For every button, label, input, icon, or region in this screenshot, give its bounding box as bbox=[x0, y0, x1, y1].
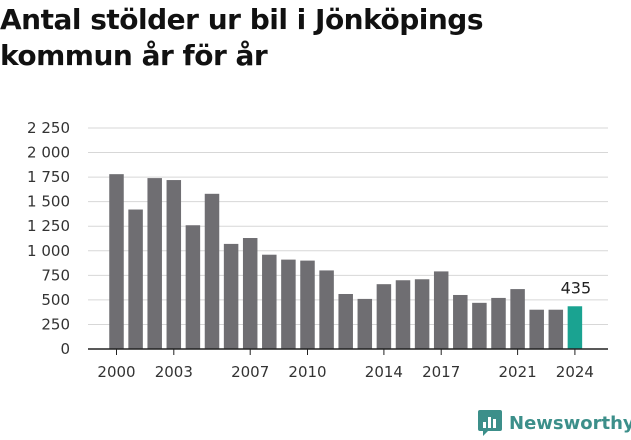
y-tick-label: 250 bbox=[41, 315, 70, 333]
bar-2014 bbox=[376, 284, 392, 349]
y-tick-label: 500 bbox=[41, 291, 70, 309]
bar-2019 bbox=[472, 302, 487, 349]
bar-2016 bbox=[414, 279, 430, 349]
bar-2023 bbox=[548, 309, 564, 349]
x-axis-tick-labels: 2000 2003 2007 2010 2014 2017 2021 2024 bbox=[97, 363, 594, 381]
data-label: 435 bbox=[561, 278, 592, 297]
brand-name: Newsworthy bbox=[509, 412, 631, 434]
newsworthy-logo: Newsworthy bbox=[477, 406, 631, 440]
y-tick-label: 2 000 bbox=[27, 144, 70, 162]
y-tick-label: 1 000 bbox=[27, 242, 70, 260]
bar-2007 bbox=[242, 238, 258, 349]
bar-2009 bbox=[281, 259, 296, 349]
bar-2011 bbox=[319, 270, 334, 349]
bar-2001 bbox=[128, 209, 143, 349]
x-tick-label: 2021 bbox=[499, 363, 537, 381]
y-tick-label: 0 bbox=[60, 340, 70, 358]
bar-2010 bbox=[300, 260, 315, 349]
bar-2018 bbox=[453, 294, 468, 349]
bar-2013 bbox=[357, 298, 373, 349]
x-tick-label: 2007 bbox=[231, 363, 269, 381]
y-tick-label: 1 750 bbox=[27, 168, 70, 186]
bar-2017 bbox=[433, 271, 449, 349]
bar-2015 bbox=[395, 280, 411, 349]
x-tick-label: 2017 bbox=[422, 363, 460, 381]
bar-2022 bbox=[529, 309, 544, 349]
bar-chart-logo-icon bbox=[478, 410, 502, 436]
bars bbox=[109, 174, 583, 349]
bar-2024 bbox=[567, 306, 583, 349]
y-axis-tick-labels: 0 250 500 750 1 000 1 250 1 500 1 750 2 000 2 250 bbox=[27, 119, 70, 358]
x-tick-label: 2024 bbox=[556, 363, 594, 381]
y-tick-label: 750 bbox=[41, 266, 70, 284]
chart-title: Antal stölder ur bil i Jönköpings kommun… bbox=[0, 3, 484, 72]
x-tick-label: 2014 bbox=[365, 363, 403, 381]
bar-2012 bbox=[338, 293, 353, 349]
bar-2008 bbox=[262, 254, 277, 349]
bar-2002 bbox=[147, 178, 162, 349]
y-tick-label: 1 250 bbox=[27, 217, 70, 235]
bar-2020 bbox=[491, 297, 506, 349]
bar-2006 bbox=[223, 243, 239, 349]
x-tick-label: 2000 bbox=[97, 363, 135, 381]
x-axis bbox=[88, 348, 608, 355]
bar-2004 bbox=[185, 225, 201, 349]
bar-2000 bbox=[109, 174, 124, 349]
x-tick-label: 2010 bbox=[288, 363, 326, 381]
bar-2005 bbox=[204, 193, 220, 349]
data-labels: 435 bbox=[561, 278, 592, 297]
bar-2003 bbox=[166, 180, 182, 349]
x-tick-label: 2003 bbox=[155, 363, 193, 381]
y-tick-label: 1 500 bbox=[27, 193, 70, 211]
bar-2021 bbox=[510, 289, 525, 349]
y-tick-label: 2 250 bbox=[27, 119, 70, 137]
